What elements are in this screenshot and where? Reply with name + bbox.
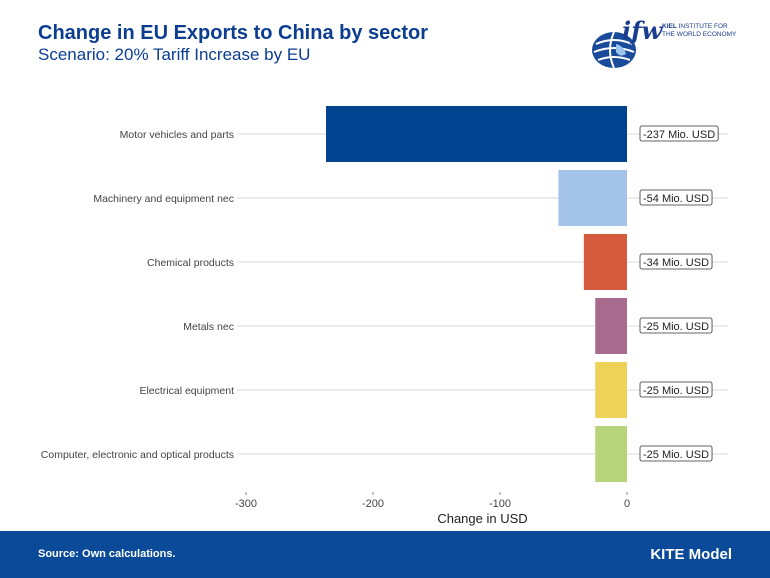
footer-bar: Source: Own calculations. KITE Model [0, 531, 770, 578]
bar-2 [583, 234, 627, 290]
chart-title: Change in EU Exports to China by sector [38, 22, 429, 44]
x-tick-label-2: -100 [489, 498, 511, 510]
data-label-5: -25 Mio. USD [643, 449, 709, 461]
category-label-4: Electrical equipment [139, 385, 234, 397]
source-note: Source: Own calculations. [38, 548, 176, 560]
data-label-box-2 [639, 253, 713, 270]
chart-subtitle: Scenario: 20% Tariff Increase by EU [38, 45, 311, 64]
x-tick-label-1: -200 [362, 498, 384, 510]
x-axis-title: Change in USD [437, 511, 527, 526]
logo-line2: THE WORLD ECONOMY [662, 31, 737, 38]
category-label-5: Computer, electronic and optical product… [41, 449, 234, 461]
data-label-box-1 [639, 189, 713, 206]
bar-3 [595, 298, 627, 354]
x-tick-label-0: -300 [235, 498, 257, 510]
globe-icon [592, 31, 636, 69]
bar-4 [595, 362, 627, 418]
category-label-2: Chemical products [147, 257, 234, 269]
category-label-0: Motor vehicles and parts [120, 129, 234, 141]
data-label-0: -237 Mio. USD [643, 129, 715, 141]
bar-1 [558, 170, 627, 226]
bar-0 [326, 106, 627, 162]
data-label-box-4 [639, 381, 713, 398]
ifw-logo: ifw KIEL INSTITUTE FOR THE WORLD ECONOMY [586, 14, 736, 72]
logo-wordmark: ifw [622, 16, 663, 45]
model-name: KITE Model [650, 546, 732, 563]
data-label-4: -25 Mio. USD [643, 385, 709, 397]
category-label-1: Machinery and equipment nec [93, 193, 234, 205]
data-label-box-0 [639, 125, 719, 142]
x-tick-label-3: 0 [624, 498, 630, 510]
logo-line1: INSTITUTE FOR [678, 23, 728, 30]
logo-line1-bold: KIEL [662, 23, 677, 30]
bar-chart: Motor vehicles and parts Machinery and eq… [41, 106, 728, 526]
category-label-3: Metals nec [183, 321, 234, 333]
data-label-2: -34 Mio. USD [643, 257, 709, 269]
data-label-3: -25 Mio. USD [643, 321, 709, 333]
data-label-box-5 [639, 445, 713, 462]
data-label-1: -54 Mio. USD [643, 193, 709, 205]
data-label-box-3 [639, 317, 713, 334]
bar-5 [595, 426, 627, 482]
